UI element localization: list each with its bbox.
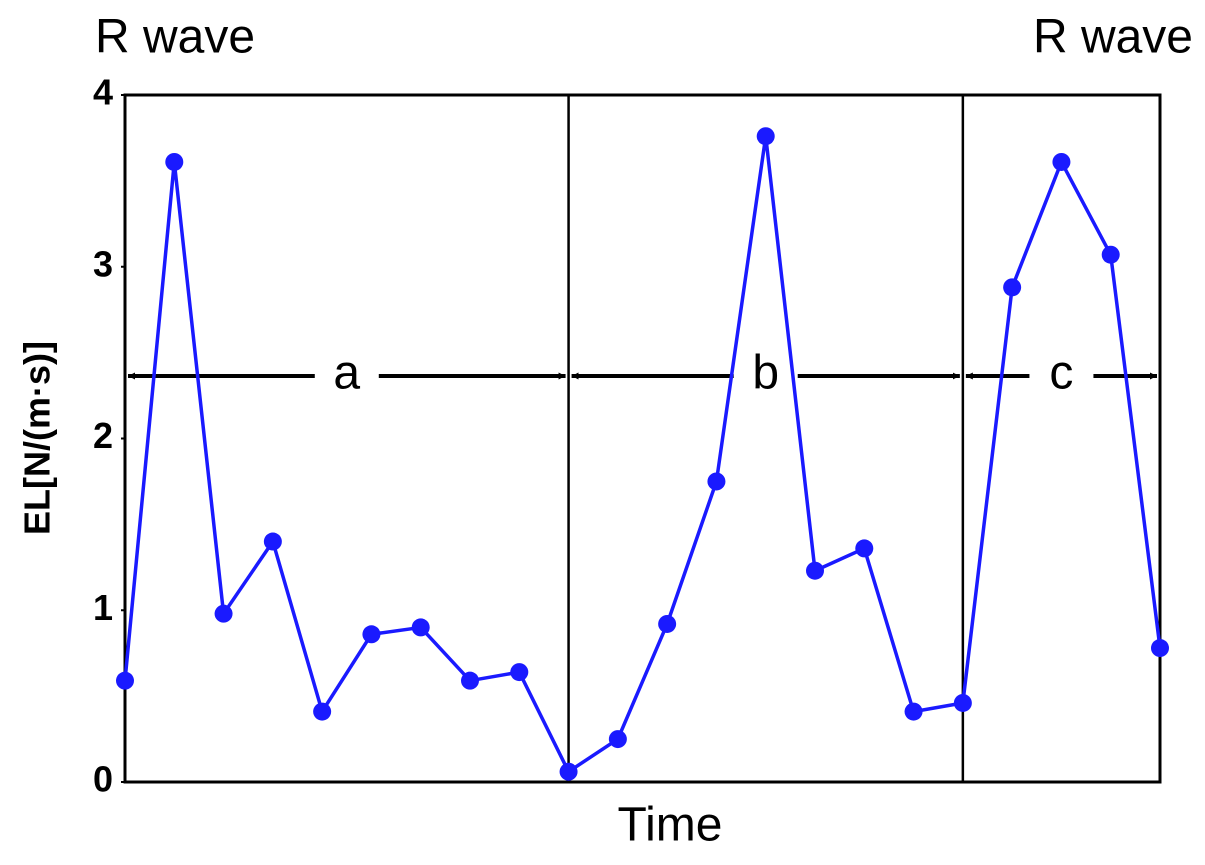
- data-line: [123, 135, 1162, 775]
- data-point: [165, 152, 184, 171]
- data-point: [313, 702, 332, 721]
- y-tick-label: 0: [93, 759, 113, 800]
- annotation: R wave: [1033, 11, 1193, 64]
- data-point: [1003, 278, 1022, 297]
- data-point: [510, 663, 529, 682]
- y-tick-label: 4: [93, 72, 113, 113]
- data-point: [658, 614, 677, 633]
- data-point: [608, 730, 627, 749]
- data-point: [411, 618, 430, 637]
- span-label: a: [333, 347, 360, 400]
- data-point: [116, 671, 134, 690]
- annotation: R wave: [95, 11, 255, 64]
- data-point: [559, 762, 578, 781]
- span-label: c: [1049, 347, 1073, 400]
- data-point: [214, 604, 233, 623]
- x-axis-label: Time: [618, 799, 723, 852]
- data-point: [855, 539, 874, 558]
- y-tick-label: 2: [93, 415, 113, 456]
- data-point: [461, 671, 479, 690]
- data-point: [1052, 152, 1071, 171]
- span-label: b: [752, 347, 779, 400]
- data-point: [263, 532, 282, 551]
- data-point: [806, 561, 824, 580]
- data-point: [904, 702, 923, 721]
- y-tick-label: 3: [93, 243, 113, 284]
- y-tick-label: 1: [93, 587, 113, 628]
- data-point: [1101, 245, 1120, 264]
- y-axis-label: EL[N/(m·s)]: [17, 341, 58, 535]
- data-point: [756, 127, 775, 146]
- data-point: [1151, 639, 1169, 658]
- data-point: [362, 625, 381, 644]
- data-point: [707, 472, 726, 491]
- data-point: [953, 693, 972, 712]
